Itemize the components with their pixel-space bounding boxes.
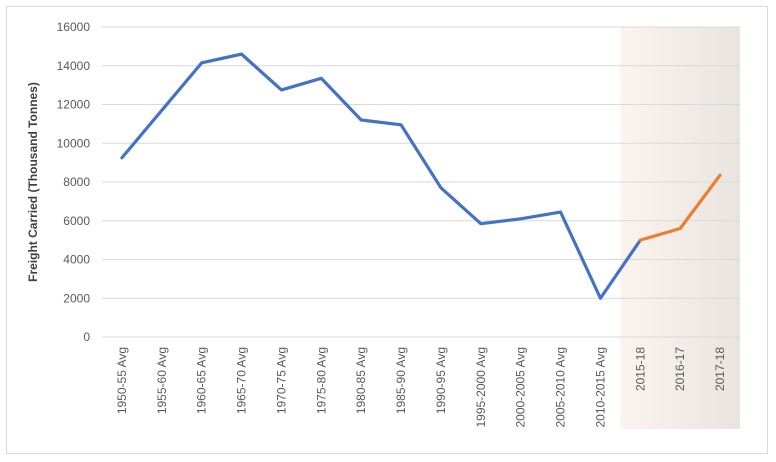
x-tick-label: 2005-2010 Avg bbox=[554, 347, 568, 428]
series-line-1 bbox=[120, 52, 642, 300]
x-axis-ticks: 1950-55 Avg 1955-60 Avg 1960-65 Avg 1965-70… bbox=[115, 347, 727, 428]
x-tick-label: 1975-80 Avg bbox=[314, 347, 328, 414]
y-tick-label: 4000 bbox=[63, 253, 90, 267]
x-tick-label: 1960-65 Avg bbox=[195, 347, 209, 414]
y-tick-label: 8000 bbox=[63, 175, 90, 189]
x-tick-label: 1965-70 Avg bbox=[235, 347, 249, 414]
series-lines bbox=[120, 52, 722, 300]
x-tick-label: 2015-18 bbox=[633, 347, 647, 391]
x-tick-label: 1995-2000 Avg bbox=[474, 347, 488, 428]
y-tick-label: 16000 bbox=[57, 20, 91, 34]
y-tick-label: 12000 bbox=[57, 98, 91, 112]
x-tick-label: 1990-95 Avg bbox=[434, 347, 448, 414]
series-line-2 bbox=[638, 173, 722, 242]
x-tick-label: 2016-17 bbox=[673, 347, 687, 391]
y-tick-label: 2000 bbox=[63, 291, 90, 305]
x-tick-label: 2000-2005 Avg bbox=[514, 347, 528, 428]
y-tick-label: 0 bbox=[83, 330, 90, 344]
x-tick-label: 2017-18 bbox=[713, 347, 727, 391]
y-tick-label: 6000 bbox=[63, 214, 90, 228]
line-chart: 0 2000 4000 6000 8000 10000 12000 14000 16000 19… bbox=[26, 20, 740, 429]
chart-frame: 0 2000 4000 6000 8000 10000 12000 14000 16000 19… bbox=[6, 6, 768, 454]
x-tick-label: 1950-55 Avg bbox=[115, 347, 129, 414]
x-tick-label: 2010-2015 Avg bbox=[593, 347, 607, 428]
x-tick-label: 1970-75 Avg bbox=[274, 347, 288, 414]
y-tick-label: 14000 bbox=[57, 59, 91, 73]
y-axis-title: Freight Carried (Thousand Tonnes) bbox=[26, 82, 40, 282]
x-tick-label: 1985-90 Avg bbox=[394, 347, 408, 414]
x-tick-label: 1980-85 Avg bbox=[354, 347, 368, 414]
y-axis-ticks: 0 2000 4000 6000 8000 10000 12000 14000 16000 bbox=[57, 20, 91, 344]
y-tick-label: 10000 bbox=[57, 136, 91, 150]
gridlines bbox=[102, 26, 740, 338]
x-tick-label: 1955-60 Avg bbox=[155, 347, 169, 414]
